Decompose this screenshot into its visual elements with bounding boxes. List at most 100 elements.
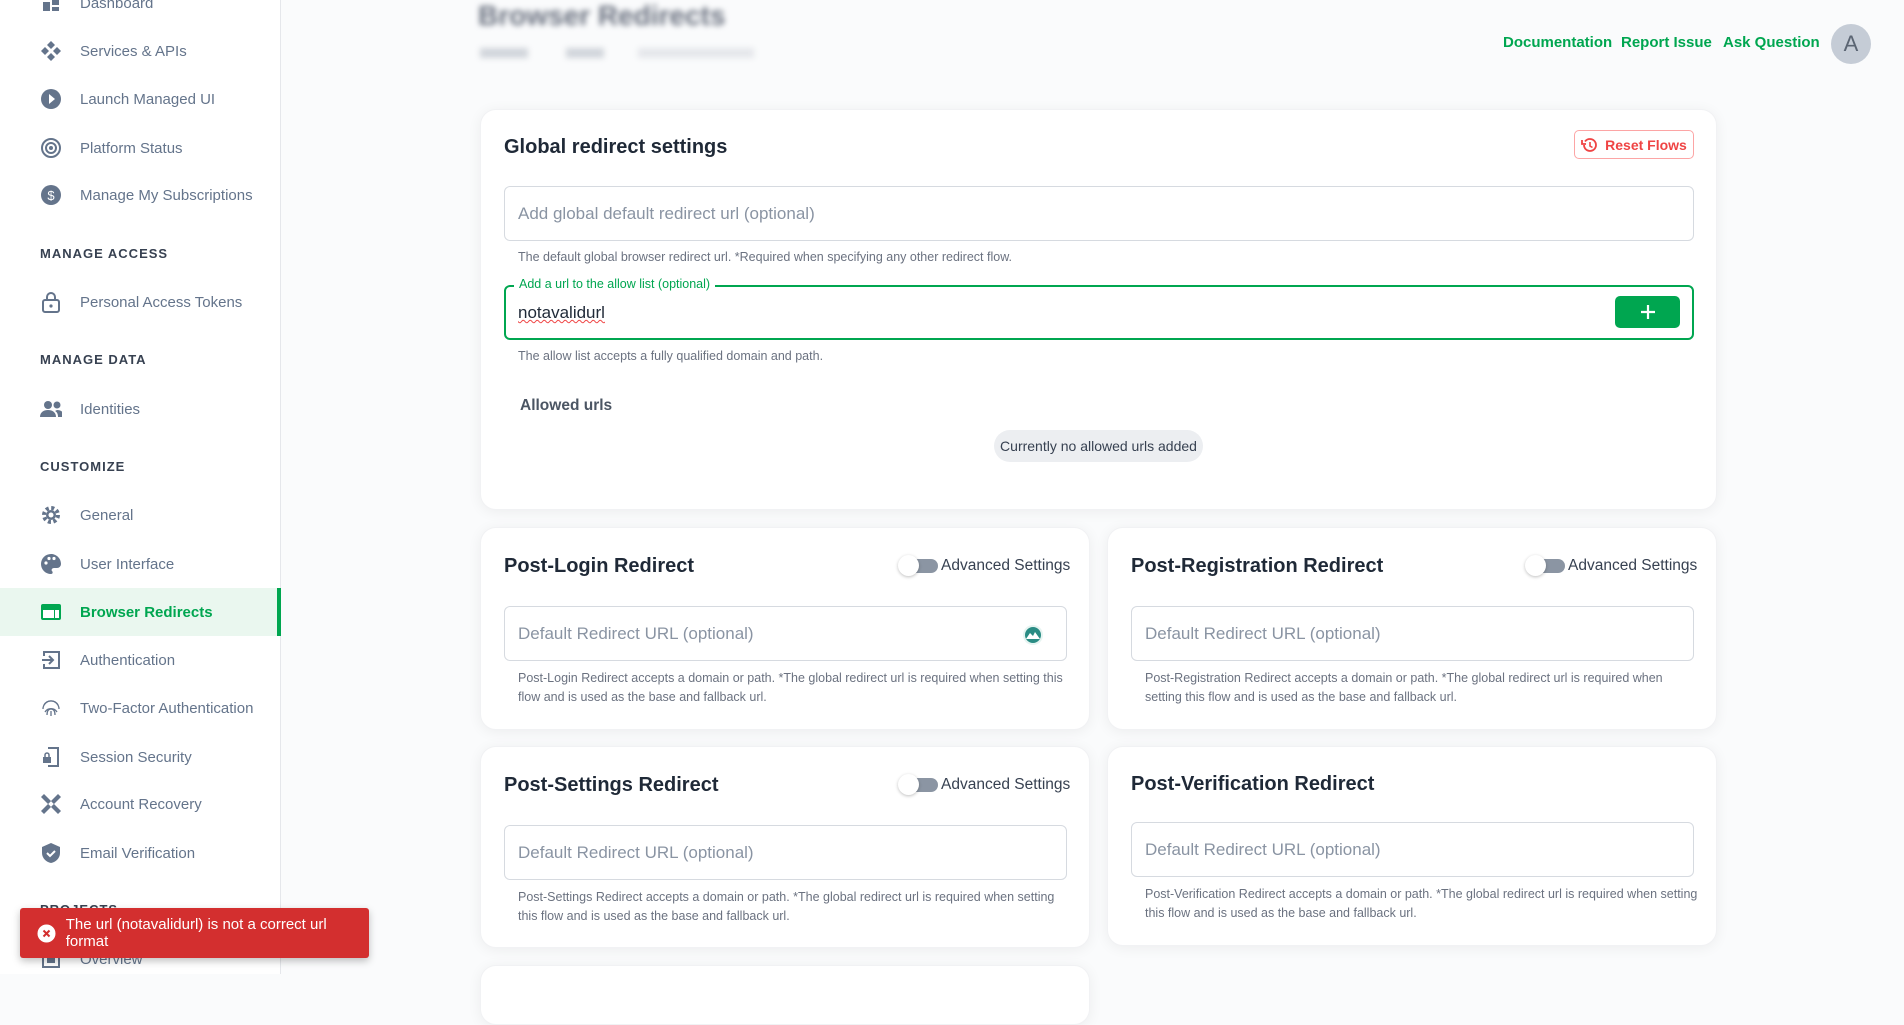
sidebar-item-browser-redirects[interactable]: Browser Redirects xyxy=(0,588,281,636)
sidebar-item-label: Platform Status xyxy=(80,139,183,157)
advanced-settings-toggle[interactable] xyxy=(1525,555,1565,576)
help-line: Post-Verification Redirect accepts a dom… xyxy=(1145,887,1698,901)
sidebar-item-email-verification[interactable]: Email Verification xyxy=(0,829,281,877)
sidebar-item-label: Personal Access Tokens xyxy=(80,293,243,311)
advanced-settings-toggle[interactable] xyxy=(898,774,938,795)
sidebar: Dashboard Services & APIs Launch Managed… xyxy=(0,0,281,974)
sidebar-item-dashboard[interactable]: Dashboard xyxy=(0,0,281,27)
sidebar-item-label: General xyxy=(80,506,134,524)
card-title: Post-Registration Redirect xyxy=(1131,555,1384,577)
help-line: Post-Login Redirect accepts a domain or … xyxy=(518,671,1063,685)
services-icon xyxy=(40,40,62,62)
sidebar-item-platform-status[interactable]: Platform Status xyxy=(0,124,281,172)
breadcrumb xyxy=(566,48,604,58)
dashboard-icon xyxy=(40,0,62,14)
default-redirect-help: The default global browser redirect url.… xyxy=(518,250,1013,264)
fingerprint-icon xyxy=(40,697,62,719)
sidebar-item-label: Authentication xyxy=(80,651,176,669)
section-customize: CUSTOMIZE xyxy=(40,459,126,474)
breadcrumb xyxy=(480,48,528,58)
post-login-url-input[interactable]: Default Redirect URL (optional) xyxy=(504,606,1067,661)
post-verification-card: Post-Verification Redirect Default Redir… xyxy=(1107,746,1717,946)
allowed-urls-title: Allowed urls xyxy=(520,397,613,414)
advanced-settings-label: Advanced Settings xyxy=(941,557,1071,574)
add-url-button[interactable] xyxy=(1615,296,1680,328)
documentation-link[interactable]: Documentation xyxy=(1503,34,1613,51)
section-manage-data: MANAGE DATA xyxy=(40,352,147,367)
reset-flows-button[interactable]: Reset Flows xyxy=(1574,130,1694,159)
allow-list-help: The allow list accepts a fully qualified… xyxy=(518,349,824,363)
sidebar-item-personal-access-tokens[interactable]: Personal Access Tokens xyxy=(0,278,281,326)
sidebar-item-general[interactable]: General xyxy=(0,491,281,539)
global-default-redirect-input[interactable]: Add global default redirect url (optiona… xyxy=(504,186,1694,241)
sidebar-item-account-recovery[interactable]: Account Recovery xyxy=(0,780,281,828)
error-toast: The url (notavalidurl) is not a correct … xyxy=(20,908,369,958)
gear-icon xyxy=(40,504,62,526)
sidebar-item-label: Services & APIs xyxy=(80,42,187,60)
report-issue-link[interactable]: Report Issue xyxy=(1621,34,1712,51)
lock-icon xyxy=(40,291,62,313)
error-icon xyxy=(37,924,56,942)
sidebar-item-authentication[interactable]: Authentication xyxy=(0,636,281,684)
sidebar-item-services[interactable]: Services & APIs xyxy=(0,27,281,75)
sidebar-item-label: Account Recovery xyxy=(80,795,202,813)
breadcrumb xyxy=(638,48,754,58)
browser-icon xyxy=(40,601,62,623)
sidebar-item-subscriptions[interactable]: $ Manage My Subscriptions xyxy=(0,171,281,219)
post-registration-card: Post-Registration Redirect Advanced Sett… xyxy=(1107,527,1717,730)
history-icon xyxy=(1581,137,1598,152)
sidebar-item-label: Identities xyxy=(80,400,141,418)
section-manage-access: MANAGE ACCESS xyxy=(40,246,169,261)
post-verification-url-input[interactable]: Default Redirect URL (optional) xyxy=(1131,822,1694,877)
post-registration-help: Post-Registration Redirect accepts a dom… xyxy=(1145,669,1663,707)
sidebar-item-session-security[interactable]: Session Security xyxy=(0,733,281,781)
advanced-settings-label: Advanced Settings xyxy=(1568,557,1698,574)
login-icon xyxy=(40,649,62,671)
toast-message: The url (notavalidurl) is not a correct … xyxy=(65,916,327,950)
extension-icon xyxy=(1023,625,1043,645)
card-title: Post-Login Redirect xyxy=(504,555,695,577)
advanced-settings-toggle[interactable] xyxy=(898,555,938,576)
sidebar-item-two-factor[interactable]: Two-Factor Authentication xyxy=(0,684,281,732)
bandage-icon xyxy=(40,793,62,815)
sidebar-item-launch-managed-ui[interactable]: Launch Managed UI xyxy=(0,75,281,123)
ask-question-link[interactable]: Ask Question xyxy=(1723,34,1820,51)
help-line: Post-Registration Redirect accepts a dom… xyxy=(1145,671,1663,685)
help-line: setting this flow and is used as the bas… xyxy=(1145,690,1457,704)
sidebar-item-user-interface[interactable]: User Interface xyxy=(0,540,281,588)
help-line: Post-Settings Redirect accepts a domain … xyxy=(518,890,1055,904)
next-flow-card xyxy=(480,965,1090,1025)
palette-icon xyxy=(40,553,62,575)
post-login-help: Post-Login Redirect accepts a domain or … xyxy=(518,669,1063,707)
sidebar-item-identities[interactable]: Identities xyxy=(0,385,281,433)
sidebar-item-label: Session Security xyxy=(80,748,192,766)
advanced-settings-label: Advanced Settings xyxy=(941,776,1071,793)
sidebar-item-label: Dashboard xyxy=(80,0,154,12)
input-placeholder: Default Redirect URL (optional) xyxy=(518,623,754,643)
sidebar-item-label: Two-Factor Authentication xyxy=(80,699,254,717)
shield-check-icon xyxy=(40,842,62,864)
help-line: this flow and is used as the base and fa… xyxy=(1145,906,1417,920)
allow-list-label: Add a url to the allow list (optional) xyxy=(514,277,716,291)
reset-flows-label: Reset Flows xyxy=(1605,136,1687,153)
card-title: Global redirect settings xyxy=(504,136,728,158)
dollar-icon: $ xyxy=(40,184,62,206)
post-settings-card: Post-Settings Redirect Advanced Settings… xyxy=(480,746,1090,948)
post-settings-url-input[interactable]: Default Redirect URL (optional) xyxy=(504,825,1067,880)
help-line: flow and is used as the base and fallbac… xyxy=(518,690,767,704)
phone-lock-icon xyxy=(40,746,62,768)
plus-icon xyxy=(1640,305,1655,319)
avatar[interactable]: A xyxy=(1831,24,1871,64)
post-settings-help: Post-Settings Redirect accepts a domain … xyxy=(518,888,1054,926)
allow-list-input[interactable]: Add a url to the allow list (optional) n… xyxy=(504,277,1694,340)
sidebar-item-label: User Interface xyxy=(80,555,175,573)
card-title: Post-Settings Redirect xyxy=(504,774,719,796)
post-login-card: Post-Login Redirect Advanced Settings De… xyxy=(480,527,1090,730)
status-icon xyxy=(40,137,62,159)
sidebar-item-label: Email Verification xyxy=(80,844,196,862)
people-icon xyxy=(40,398,62,420)
play-icon xyxy=(40,88,62,110)
sidebar-item-label: Launch Managed UI xyxy=(80,90,216,108)
post-verification-help: Post-Verification Redirect accepts a dom… xyxy=(1145,885,1697,923)
post-registration-url-input[interactable]: Default Redirect URL (optional) xyxy=(1131,606,1694,661)
